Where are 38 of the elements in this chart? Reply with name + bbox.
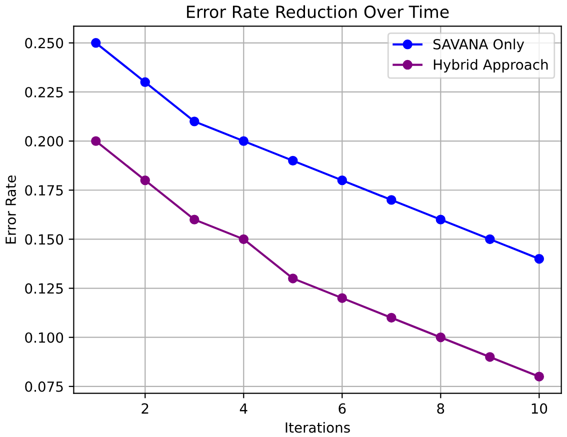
x-tick-label: 8	[437, 403, 444, 414]
point	[140, 77, 150, 88]
point	[288, 156, 298, 166]
x-tick-label: 2	[142, 403, 148, 414]
x-tick-label: 10	[532, 403, 548, 414]
point	[534, 254, 544, 264]
y-tick-label: 0.150	[25, 234, 64, 245]
point	[485, 234, 495, 244]
x-axis-title: Iterations	[286, 422, 350, 433]
point	[534, 372, 544, 382]
point	[485, 352, 495, 362]
y-axis-title: Error Rate	[6, 175, 16, 244]
y-tick-label: 0.100	[25, 332, 64, 343]
point	[238, 136, 248, 146]
point	[288, 274, 298, 284]
y-tick-label: 0.225	[25, 86, 63, 98]
point	[91, 136, 101, 146]
y-tick-label: 0.250	[25, 38, 64, 48]
legend-label: SAVANA Only	[433, 38, 524, 52]
y-tick-label: 0.075	[25, 381, 63, 392]
point	[238, 234, 248, 244]
x-tick-label: 6	[338, 403, 346, 414]
point	[436, 332, 446, 342]
legend-label: Hybrid Approach	[434, 59, 548, 73]
point	[190, 214, 200, 224]
x-tick-label: 4	[240, 403, 248, 414]
point	[436, 214, 446, 224]
point	[337, 175, 348, 186]
chart-title: Error Rate Reduction Over Time	[187, 5, 449, 18]
y-tick-label: 0.175	[25, 185, 63, 196]
point	[386, 312, 396, 323]
y-tick-label: 0.125	[25, 283, 63, 294]
point	[91, 38, 101, 48]
point	[386, 195, 396, 205]
point	[190, 116, 200, 126]
y-tick-label: 0.200	[25, 136, 64, 147]
point	[140, 175, 150, 186]
point	[337, 293, 348, 303]
